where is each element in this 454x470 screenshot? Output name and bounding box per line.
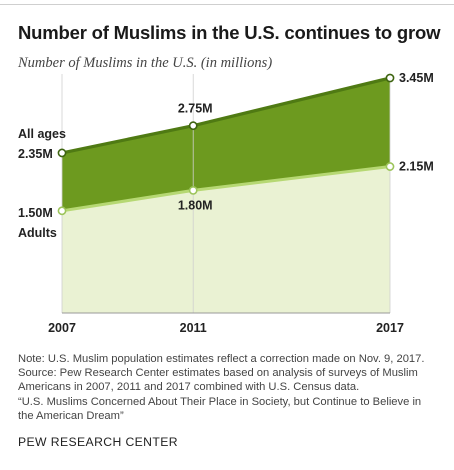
note-line: Americans in 2007, 2011 and 2017 combine…: [18, 381, 360, 394]
chart-notes: Note: U.S. Muslim population estimates r…: [18, 352, 446, 423]
adults-area: [62, 166, 390, 313]
source-organization: PEW RESEARCH CENTER: [18, 435, 178, 449]
adults-point: [57, 206, 67, 216]
area-chart: 2.35M 2.75M 3.45M 1.50M 1.80M 2.15M All ages Ad…: [18, 71, 434, 335]
adults-point: [385, 162, 395, 171]
adults-point: [188, 185, 198, 195]
data-label: 2.15M: [399, 160, 434, 174]
data-label: 2.35M: [18, 147, 53, 161]
all-ages-point: [385, 73, 395, 83]
x-tick-label: 2007: [48, 321, 76, 335]
note-line: “U.S. Muslims Concerned About Their Plac…: [18, 395, 422, 408]
all-ages-point: [57, 148, 67, 158]
series-label-all-ages: All ages: [18, 127, 66, 141]
data-label: 1.80M: [178, 198, 213, 212]
x-tick-label: 2011: [180, 321, 207, 335]
data-label: 1.50M: [18, 206, 53, 220]
note-line: Note: U.S. Muslim population estimates r…: [18, 353, 425, 365]
chart-subtitle: Number of Muslims in the U.S. (in millio…: [18, 55, 273, 71]
x-tick-label: 2017: [376, 321, 404, 335]
all-ages-point: [188, 121, 198, 131]
top-rule: [0, 4, 454, 5]
note-line: the American Dream”: [18, 409, 124, 422]
note-line: Source: Pew Research Center estimates ba…: [18, 367, 418, 380]
series-label-adults: Adults: [18, 226, 57, 240]
chart-title: Number of Muslims in the U.S. continues …: [18, 22, 441, 43]
data-label: 2.75M: [178, 102, 213, 116]
data-label: 3.45M: [399, 71, 434, 85]
all-ages-area: [62, 78, 390, 211]
